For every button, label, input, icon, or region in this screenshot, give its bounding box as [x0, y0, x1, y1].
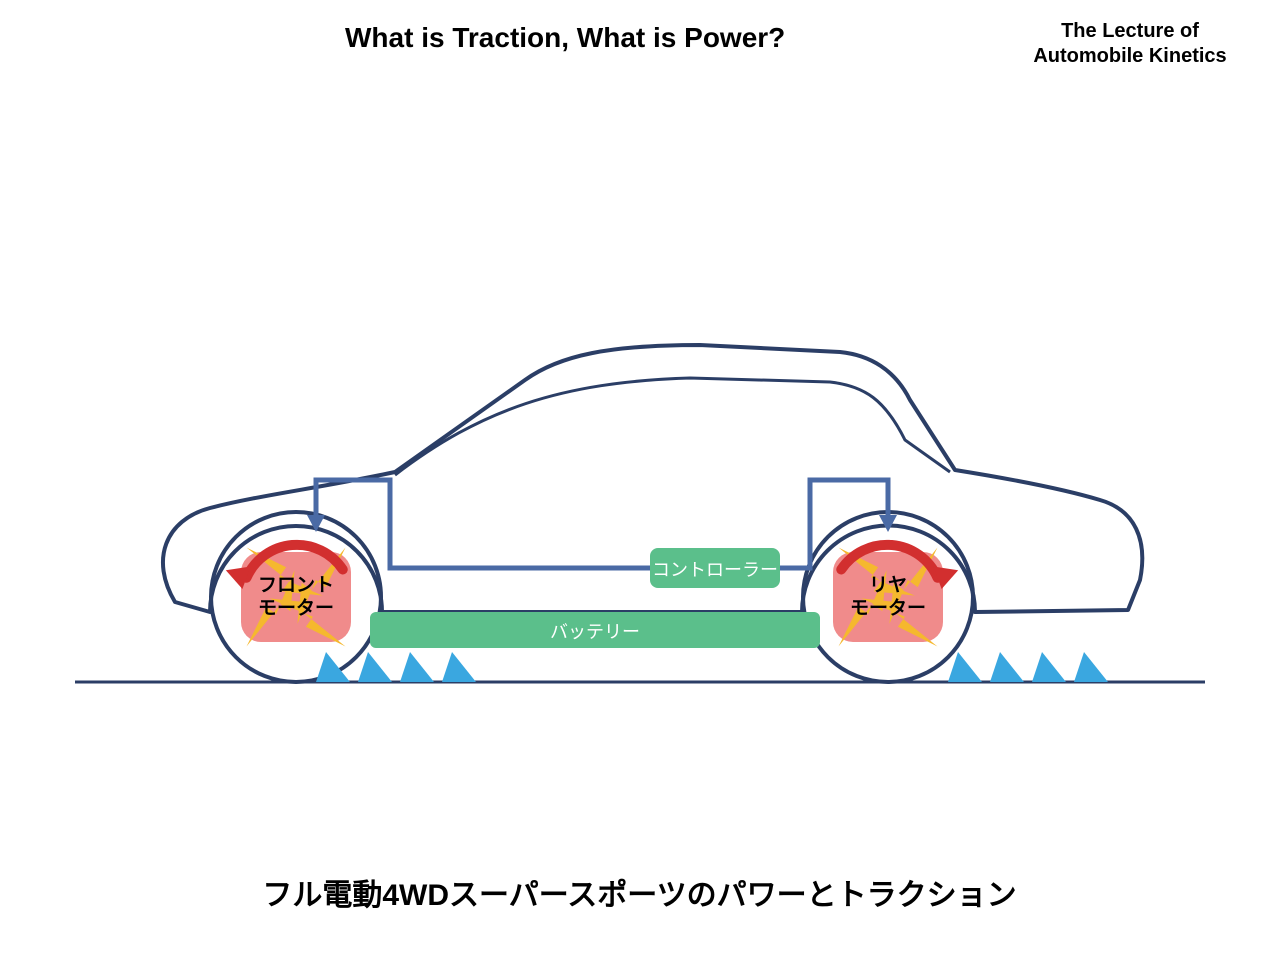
- controller-label: コントローラー: [650, 556, 780, 582]
- rear-traction-tri-2: [1032, 652, 1066, 682]
- rear-traction-tri-1: [990, 652, 1024, 682]
- front-traction-tri-3: [442, 652, 476, 682]
- wire-rear-arrow: [879, 515, 897, 532]
- front-traction-tri-1: [358, 652, 392, 682]
- cabin-line: [395, 378, 950, 475]
- front-traction-tri-2: [400, 652, 434, 682]
- rear-traction-tri-0: [948, 652, 982, 682]
- front-motor-label: フロント モーター: [246, 575, 346, 621]
- diagram: [0, 0, 1279, 959]
- rear-traction-tri-3: [1074, 652, 1108, 682]
- wire-front: [316, 480, 650, 568]
- battery-label: バッテリー: [370, 618, 820, 644]
- rear-motor-label: リヤ モーター: [838, 575, 938, 621]
